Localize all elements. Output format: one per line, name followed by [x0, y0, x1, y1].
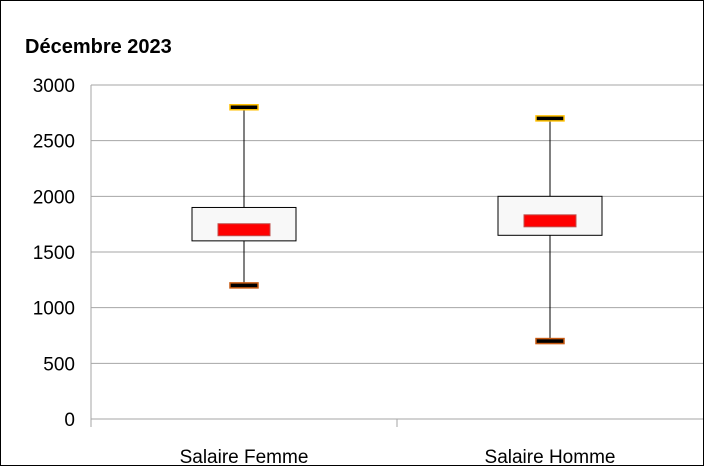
y-tick-label-500: 500	[43, 354, 75, 375]
grid-layer	[91, 84, 703, 364]
median-marker-homme	[523, 214, 577, 228]
x-category-label-femme: Salaire Femme	[180, 447, 309, 465]
chart-title: Décembre 2023	[25, 36, 172, 58]
y-tick-label-1000: 1000	[33, 299, 75, 320]
box-layer	[191, 104, 603, 345]
y-tick-label-2500: 2500	[33, 132, 75, 153]
max-cap-homme	[535, 115, 565, 122]
y-tick-label-1500: 1500	[33, 243, 75, 264]
y-tick-label-0: 0	[64, 410, 75, 431]
axis-layer: 0 500 1000 1500 2000 2500 3000 Salaire Femme Sal…	[33, 76, 703, 465]
y-tick-label-2000: 2000	[33, 187, 75, 208]
max-cap-femme	[229, 104, 259, 111]
y-tick-label-3000: 3000	[33, 76, 75, 97]
min-cap-homme	[535, 337, 565, 345]
median-marker-femme	[217, 223, 271, 237]
x-category-label-homme: Salaire Homme	[485, 447, 616, 465]
min-cap-femme	[229, 282, 259, 289]
